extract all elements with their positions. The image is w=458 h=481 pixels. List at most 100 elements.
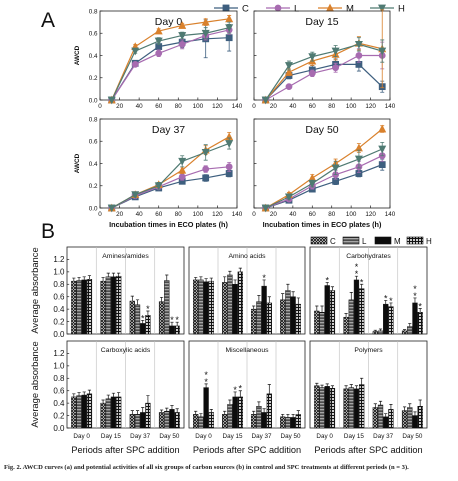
series-line-H [265, 43, 383, 101]
bar-C [158, 301, 165, 335]
legend-a-label: L [294, 4, 299, 15]
point-H [308, 53, 317, 61]
y-tick-label: 0.4 [89, 161, 98, 168]
legend-b-item-C: C [310, 236, 336, 246]
bar-error [209, 277, 213, 282]
point-L [202, 165, 210, 173]
bar-error [418, 399, 422, 407]
x-tick-label: 60 [309, 211, 317, 218]
significance-star: * [170, 315, 174, 325]
bar-error [262, 408, 266, 413]
point-L [155, 49, 163, 57]
x-tick-label: 0 [98, 103, 102, 110]
bar-error [111, 392, 116, 397]
bar-error [286, 413, 290, 418]
bar-L [407, 326, 413, 335]
significance-star: * [141, 313, 145, 323]
bar-error [330, 286, 335, 291]
significance-star: * [389, 296, 393, 306]
awcd-subplot-day-15: Day 15 0 20 40 60 80 100 120 140 [252, 9, 396, 110]
bar-M [353, 279, 360, 335]
bar-error [296, 297, 300, 305]
bar-M [232, 284, 238, 335]
series-C [262, 158, 386, 212]
bar-error [291, 291, 295, 297]
x-tick-label: 120 [212, 211, 223, 218]
point-L [225, 163, 233, 171]
bar-error [101, 277, 105, 282]
awcd-subplot-day-37: Day 37 0.0 0.2 0.4 0.6 0.8 0 20 40 60 80 100 120 140 A… [74, 116, 243, 229]
series-M [107, 14, 234, 104]
y-tick-label: 1.2 [53, 349, 65, 358]
bar-error [384, 300, 388, 305]
bar-error [378, 400, 383, 406]
bar-C [372, 407, 378, 429]
y-tick-label: 0.0 [89, 205, 98, 212]
bar-L [285, 417, 291, 429]
bar-C [222, 282, 228, 335]
point-H [131, 47, 140, 56]
bar-C [100, 402, 106, 429]
y-tick-label: 0.4 [53, 305, 65, 314]
bar-M [169, 409, 175, 429]
bar-H [86, 279, 93, 335]
x-axis-label: Incubation times in ECO plates (h) [109, 220, 228, 229]
bar-C [401, 330, 408, 335]
bar-M [353, 388, 360, 429]
bar-error [373, 329, 377, 332]
point-H [178, 32, 187, 40]
bar-C [372, 331, 378, 335]
bar-M [324, 285, 330, 335]
bar-error [384, 413, 388, 417]
bar-error [281, 413, 285, 417]
bar-error [146, 395, 150, 404]
series-H [107, 21, 234, 105]
bar-M [290, 296, 296, 335]
point-H [131, 191, 140, 200]
bar-H [208, 280, 214, 335]
bar-error [175, 408, 179, 413]
absorbance-subplot-amino-acids: Amino acids * [188, 246, 306, 335]
bar-error [354, 275, 359, 280]
x-tick-label: 80 [328, 211, 336, 218]
bar-error [228, 399, 232, 405]
bar-error [408, 323, 412, 327]
point-H [331, 164, 340, 173]
legend-b-swatch [310, 236, 328, 245]
bar-M [203, 387, 209, 429]
bar-L [319, 387, 325, 429]
bar-L [256, 301, 262, 335]
bar-error [233, 279, 237, 285]
point-H [154, 37, 163, 46]
legend-b-swatch [374, 236, 392, 245]
awcd-subplot-day-0: Day 0 0.0 0.2 0.4 0.6 0.8 0 20 40 60 80 100 120 140 AW… [74, 8, 243, 110]
bar-M [412, 302, 418, 335]
bar-C [100, 280, 106, 335]
bar-error [159, 409, 164, 413]
x-tick-label: 80 [328, 103, 336, 110]
bar-error [360, 283, 364, 289]
bar-H [295, 303, 301, 335]
bar-C [251, 414, 257, 429]
y-tick-label: 0.0 [89, 97, 98, 104]
significance-star: * [413, 291, 417, 301]
bar-H [237, 396, 243, 429]
y-tick-label: 0.2 [53, 317, 65, 326]
bar-error [77, 392, 81, 396]
point-M [284, 67, 293, 76]
legend-a-item-H: H [370, 4, 405, 15]
bar-error [209, 409, 213, 413]
bar-M [383, 416, 389, 429]
bar-H [174, 412, 180, 429]
bar-error [159, 296, 164, 302]
bar-error [223, 410, 227, 415]
bar-error [117, 392, 121, 397]
bar-error [349, 292, 353, 300]
point-H [261, 204, 270, 213]
x-axis-label: Periods after SPC addition [193, 445, 301, 455]
bar-H [417, 312, 423, 335]
significance-star: * [146, 304, 150, 314]
y-tick-label: 1.0 [53, 268, 65, 277]
